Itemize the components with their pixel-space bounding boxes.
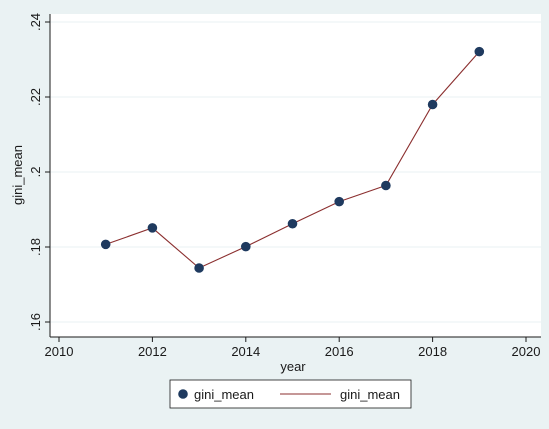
x-tick-label: 2018	[418, 344, 447, 359]
grid-lines	[50, 21, 541, 323]
x-tick-label: 2014	[231, 344, 260, 359]
data-point	[147, 223, 158, 233]
x-tick-label: 2020	[512, 344, 541, 359]
x-tick-label: 2012	[138, 344, 167, 359]
x-axis-title: year	[280, 359, 306, 374]
y-tick-label: .24	[28, 13, 43, 31]
series-layer	[100, 46, 485, 273]
legend: gini_mean gini_mean	[169, 379, 412, 409]
legend-line-label: gini_mean	[340, 387, 400, 402]
data-point	[474, 46, 485, 57]
y-ticks: .16 .18 .2 .22 .24	[28, 13, 50, 331]
data-point	[287, 218, 298, 229]
x-tick-label: 2010	[45, 344, 74, 359]
legend-marker-symbol	[178, 389, 188, 399]
x-ticks: 2010 2012 2014 2016 2018 2020	[45, 337, 541, 359]
data-point	[241, 241, 251, 252]
y-tick-label: .22	[28, 88, 43, 106]
y-tick-label: .16	[28, 313, 43, 331]
data-point	[381, 180, 391, 191]
data-point	[194, 263, 204, 273]
x-tick-label: 2016	[325, 344, 354, 359]
data-point	[334, 196, 345, 207]
data-point	[100, 239, 111, 250]
y-tick-label: .18	[28, 238, 43, 256]
legend-marker-label: gini_mean	[194, 387, 254, 402]
plot-area	[50, 14, 541, 337]
y-axis-title: gini_mean	[10, 145, 25, 205]
data-point	[427, 99, 438, 110]
y-tick-label: .2	[28, 167, 43, 178]
